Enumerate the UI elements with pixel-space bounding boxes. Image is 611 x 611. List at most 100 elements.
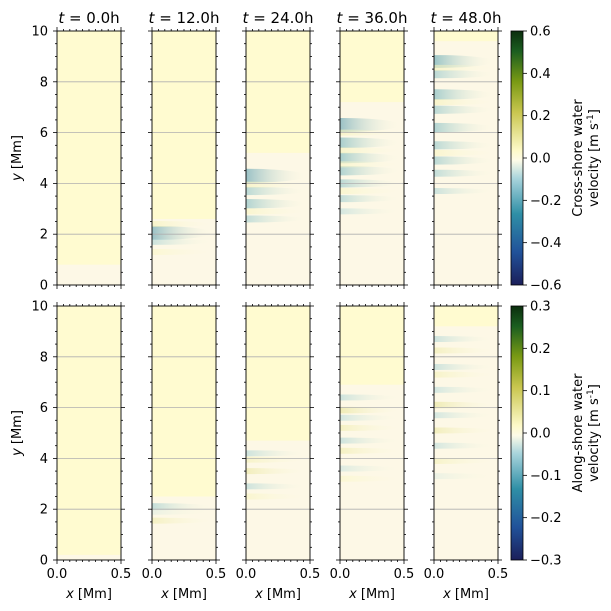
colorbar-tick-label: −0.4	[530, 236, 562, 251]
velocity-band	[152, 248, 213, 255]
velocity-band	[340, 447, 401, 454]
y-tick-label: 2	[40, 228, 48, 243]
colorbar-label-units: velocity [m s-1]	[586, 109, 602, 207]
velocity-band	[434, 99, 495, 106]
velocity-band	[152, 508, 213, 515]
y-tick-label: 8	[40, 350, 48, 365]
velocity-band	[246, 468, 307, 475]
colorbar-tick-label: −0.2	[530, 194, 562, 209]
colorbar-label-units: velocity [m s-1]	[586, 384, 602, 482]
x-axis-label: x [Mm]	[442, 587, 489, 602]
colorbar-tick-label: 0.1	[530, 384, 551, 399]
velocity-band	[152, 238, 213, 245]
panel-background	[57, 31, 121, 285]
wake-region	[57, 554, 121, 560]
colorbar-label: Along-shore water	[571, 373, 586, 492]
colorbar-tick-label: 0.2	[530, 342, 551, 357]
y-tick-label: 4	[40, 177, 48, 192]
colorbar-tick-label: −0.1	[530, 469, 562, 484]
y-tick-label: 0	[40, 554, 48, 569]
velocity-band	[434, 55, 495, 68]
velocity-band	[340, 437, 401, 444]
x-tick-label: 0.5	[111, 567, 132, 582]
velocity-band	[434, 70, 495, 79]
velocity-band	[434, 105, 495, 114]
x-tick-label: 0.0	[47, 567, 68, 582]
colorbar-tick-label: 0.2	[530, 109, 551, 124]
column-title: t = 24.0h	[243, 9, 314, 27]
panel-1-4	[434, 306, 498, 560]
velocity-band	[340, 188, 401, 195]
column-title: t = 36.0h	[337, 9, 408, 27]
panel-1-0	[57, 306, 121, 560]
velocity-band	[152, 221, 213, 228]
y-tick-label: 10	[31, 25, 48, 40]
colorbar-tick-label: 0.0	[530, 427, 551, 442]
velocity-band	[434, 141, 495, 150]
velocity-band	[434, 412, 495, 419]
velocity-band	[340, 161, 401, 168]
y-tick-label: 10	[31, 300, 48, 315]
colorbars-layer	[510, 30, 527, 561]
velocity-band	[246, 493, 307, 500]
velocity-band	[340, 475, 401, 482]
velocity-band	[434, 442, 495, 449]
velocity-band	[152, 517, 213, 524]
x-axis-label: x [Mm]	[65, 587, 112, 602]
x-tick-label: 0.0	[424, 567, 445, 582]
panel-background	[57, 306, 121, 560]
text-layer: t = 0.0h 0 2 4 6 8 10 y [Mm] t = 12.0h t = 24.0h t…	[10, 9, 602, 602]
column-title: t = 48.0h	[431, 9, 502, 27]
velocity-band	[246, 450, 307, 457]
panel-0-2	[246, 31, 310, 285]
x-tick-label: 0.5	[206, 567, 227, 582]
panel-1-1	[152, 306, 216, 560]
velocity-band	[434, 89, 495, 100]
panel-0-4	[434, 31, 498, 285]
velocity-band	[340, 195, 401, 203]
velocity-band	[246, 208, 307, 215]
panel-0-3	[340, 31, 404, 285]
colorbar-tick-label: 0.4	[530, 67, 551, 82]
velocity-band	[340, 406, 401, 414]
colorbar	[510, 305, 524, 561]
velocity-band	[246, 168, 307, 183]
velocity-band	[152, 503, 213, 511]
column-title: t = 0.0h	[58, 9, 119, 27]
velocity-band	[434, 363, 495, 370]
axes-layer	[53, 27, 502, 564]
y-tick-label: 6	[40, 126, 48, 141]
velocity-band	[246, 199, 307, 209]
x-axis-label: x [Mm]	[348, 587, 395, 602]
velocity-band	[246, 483, 307, 490]
velocity-band	[340, 117, 401, 132]
velocity-band	[434, 457, 495, 464]
x-axis-label: x [Mm]	[160, 587, 207, 602]
colorbar-label: Cross-shore water	[571, 99, 586, 217]
y-tick-label: 0	[40, 279, 48, 294]
x-tick-label: 0.0	[330, 567, 351, 582]
y-axis-label: y [Mm]	[10, 410, 25, 457]
velocity-band	[340, 152, 401, 164]
y-tick-label: 2	[40, 503, 48, 518]
colorbar-tick-label: 0.6	[530, 25, 551, 40]
velocity-band	[434, 473, 495, 480]
y-axis-label: y [Mm]	[10, 135, 25, 182]
velocity-band	[340, 147, 401, 154]
x-tick-label: 0.5	[394, 567, 415, 582]
panel-1-3	[340, 306, 404, 560]
y-tick-label: 4	[40, 452, 48, 467]
velocity-band	[340, 424, 401, 431]
colorbar-tick-label: −0.6	[530, 279, 562, 294]
velocity-band	[434, 156, 495, 165]
velocity-band	[434, 401, 495, 409]
colorbar-tick-label: 0.0	[530, 152, 551, 167]
colorbar-tick-label: −0.2	[530, 511, 562, 526]
colorbar-tick-label: 0.3	[530, 300, 551, 315]
velocity-band	[340, 394, 401, 401]
colorbar	[510, 30, 524, 286]
velocity-band	[434, 122, 495, 133]
colorbar-tick-label: −0.3	[530, 554, 562, 569]
velocity-band	[434, 371, 495, 378]
